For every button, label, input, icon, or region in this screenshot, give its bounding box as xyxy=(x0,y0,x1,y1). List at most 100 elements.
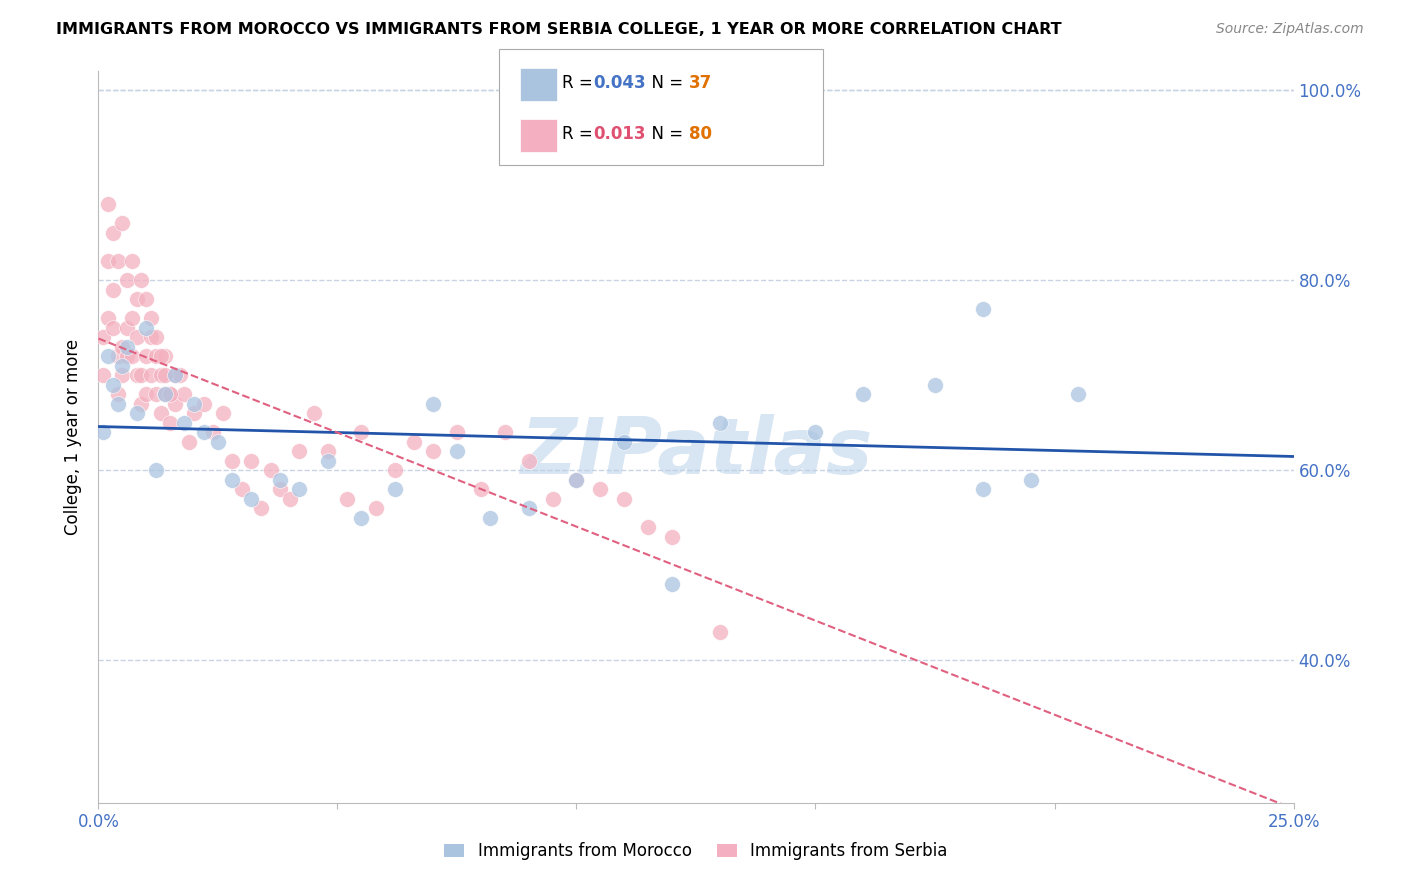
Point xyxy=(589,483,612,497)
Point xyxy=(709,624,731,639)
Point xyxy=(446,425,468,440)
Point xyxy=(402,434,425,449)
Point xyxy=(494,425,516,440)
Point xyxy=(163,397,186,411)
Point xyxy=(155,387,177,401)
Point xyxy=(709,416,731,430)
Point xyxy=(145,463,167,477)
Point xyxy=(179,434,201,449)
Point xyxy=(231,483,253,497)
Point xyxy=(121,311,143,326)
Text: ZIPatlas: ZIPatlas xyxy=(520,414,872,490)
Point xyxy=(972,483,994,497)
Point xyxy=(155,368,177,383)
Point xyxy=(804,425,827,440)
Point xyxy=(269,473,291,487)
Point xyxy=(1067,387,1090,401)
Text: R =: R = xyxy=(562,125,599,143)
Point xyxy=(121,349,143,363)
Point xyxy=(924,377,946,392)
Point xyxy=(250,501,273,516)
Point xyxy=(350,425,373,440)
Point xyxy=(107,349,129,363)
Point xyxy=(101,321,124,335)
Point xyxy=(384,463,406,477)
Y-axis label: College, 1 year or more: College, 1 year or more xyxy=(65,339,83,535)
Point xyxy=(422,397,444,411)
Point xyxy=(302,406,325,420)
Legend: Immigrants from Morocco, Immigrants from Serbia: Immigrants from Morocco, Immigrants from… xyxy=(444,842,948,860)
Point xyxy=(91,368,114,383)
Point xyxy=(111,340,134,354)
Point xyxy=(470,483,492,497)
Point xyxy=(202,425,225,440)
Point xyxy=(240,491,263,506)
Point xyxy=(139,330,162,344)
Point xyxy=(145,387,167,401)
Point xyxy=(565,473,588,487)
Point xyxy=(97,311,120,326)
Point xyxy=(159,416,181,430)
Point xyxy=(101,283,124,297)
Point xyxy=(169,368,191,383)
Point xyxy=(125,330,148,344)
Point xyxy=(149,406,172,420)
Point xyxy=(972,301,994,316)
Point xyxy=(107,254,129,268)
Point xyxy=(131,273,153,287)
Point xyxy=(221,473,243,487)
Text: 0.013: 0.013 xyxy=(593,125,645,143)
Point xyxy=(316,454,339,468)
Point xyxy=(159,387,181,401)
Point xyxy=(661,530,683,544)
Point xyxy=(125,368,148,383)
Point xyxy=(173,416,195,430)
Point xyxy=(155,349,177,363)
Point xyxy=(101,226,124,240)
Point xyxy=(125,406,148,420)
Point xyxy=(149,368,172,383)
Point xyxy=(852,387,875,401)
Point xyxy=(288,444,311,458)
Point xyxy=(565,473,588,487)
Point xyxy=(139,311,162,326)
Point xyxy=(259,463,281,477)
Text: 0.043: 0.043 xyxy=(593,75,645,93)
Point xyxy=(159,387,181,401)
Point xyxy=(211,406,233,420)
Point xyxy=(336,491,359,506)
Text: 80: 80 xyxy=(689,125,711,143)
Point xyxy=(193,425,215,440)
Point xyxy=(131,397,153,411)
Point xyxy=(115,349,138,363)
Point xyxy=(139,368,162,383)
Point xyxy=(269,483,291,497)
Text: 37: 37 xyxy=(689,75,713,93)
Point xyxy=(115,273,138,287)
Point xyxy=(91,425,114,440)
Text: Source: ZipAtlas.com: Source: ZipAtlas.com xyxy=(1216,22,1364,37)
Point xyxy=(183,397,205,411)
Point xyxy=(384,483,406,497)
Point xyxy=(125,293,148,307)
Point xyxy=(111,368,134,383)
Point xyxy=(207,434,229,449)
Point xyxy=(163,368,186,383)
Point xyxy=(1019,473,1042,487)
Point xyxy=(97,349,120,363)
Point xyxy=(135,293,157,307)
Point xyxy=(101,377,124,392)
Point xyxy=(422,444,444,458)
Text: N =: N = xyxy=(641,125,689,143)
Point xyxy=(278,491,301,506)
Point xyxy=(221,454,243,468)
Point xyxy=(115,340,138,354)
Point xyxy=(107,397,129,411)
Point xyxy=(121,254,143,268)
Point xyxy=(155,387,177,401)
Point xyxy=(517,454,540,468)
Point xyxy=(97,254,120,268)
Point xyxy=(135,349,157,363)
Point xyxy=(135,321,157,335)
Point xyxy=(135,387,157,401)
